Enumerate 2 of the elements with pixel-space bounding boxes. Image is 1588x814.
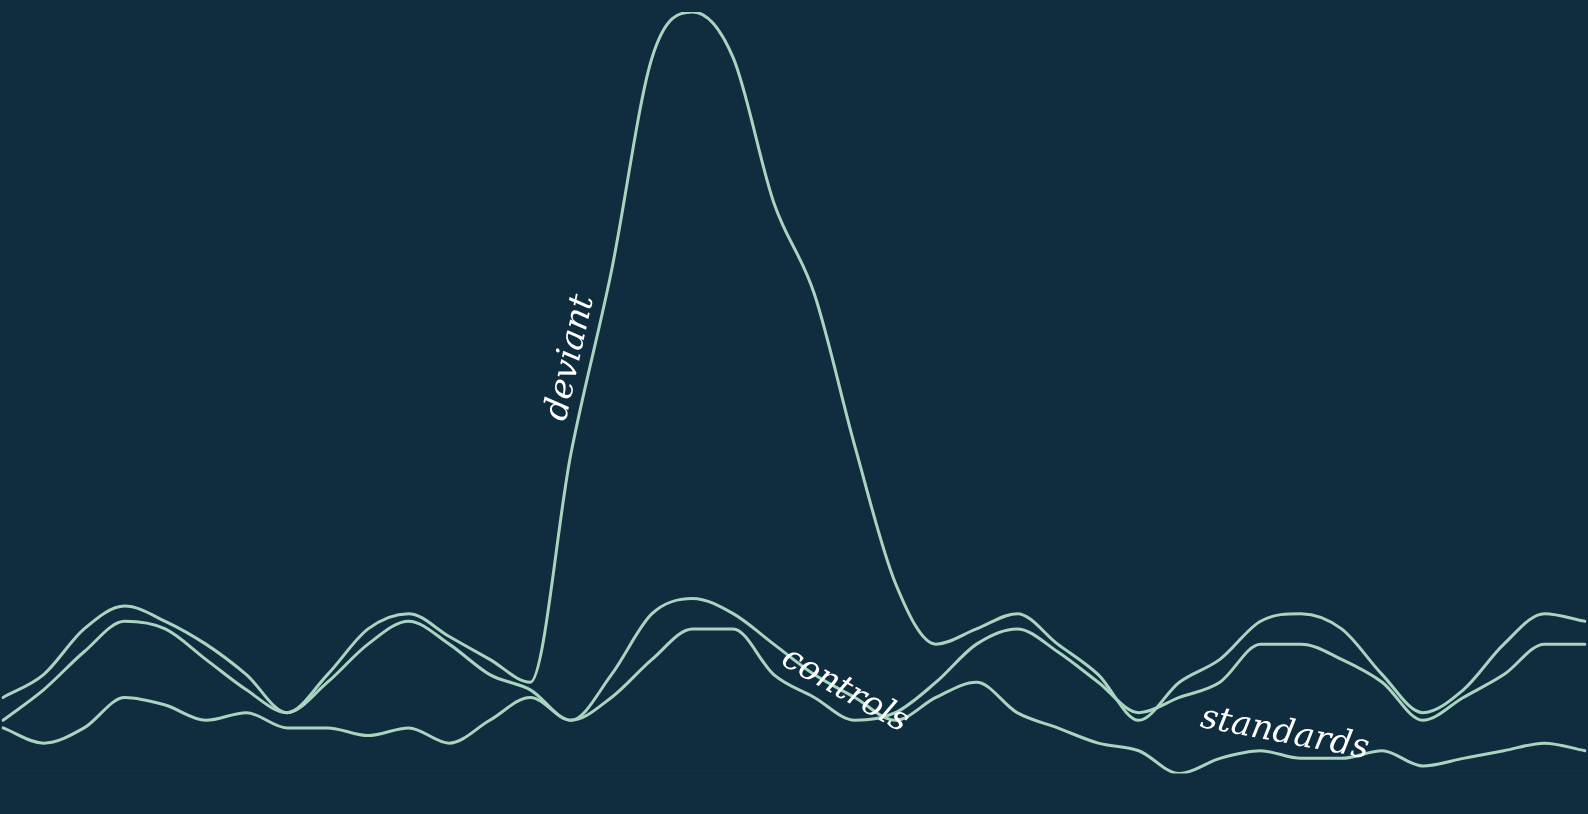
text: deviant <box>534 290 602 424</box>
text: standards <box>1197 695 1373 767</box>
